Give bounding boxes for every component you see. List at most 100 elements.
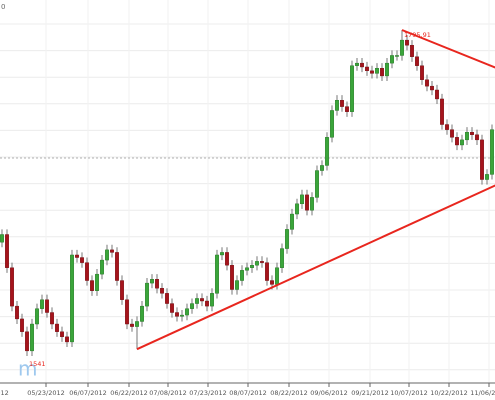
candle-body <box>235 280 239 290</box>
candle-body <box>255 261 259 266</box>
candle-body <box>490 129 494 175</box>
candle-body <box>95 273 99 291</box>
candle-body <box>260 261 264 263</box>
candle-body <box>270 280 274 285</box>
candle-body <box>120 280 124 300</box>
candle-body <box>65 336 69 343</box>
candle-body <box>425 79 429 87</box>
x-tick-label: 06/22/2012 <box>110 389 147 397</box>
candle-body <box>5 234 9 268</box>
candle-body <box>75 254 79 258</box>
watermark: m <box>18 357 37 381</box>
candle-body <box>190 303 194 309</box>
corner-text: 0 <box>1 3 5 11</box>
x-tick-label: 05/23/2012 <box>27 389 64 397</box>
candle-body <box>155 279 159 289</box>
candle-body <box>300 194 304 205</box>
candle-body <box>295 203 299 215</box>
candle-body <box>90 280 94 291</box>
candle-body <box>355 62 359 66</box>
candle-body <box>185 308 189 316</box>
candle-body <box>15 305 19 320</box>
candle-body <box>145 282 149 307</box>
candle-body <box>20 318 24 332</box>
x-tick-label: 11/06/2012 <box>470 389 495 397</box>
candle-body <box>250 264 254 268</box>
candle-body <box>135 321 139 327</box>
candle-body <box>330 110 334 138</box>
candle-body <box>325 137 329 166</box>
candle-body <box>360 62 364 68</box>
candle-body <box>80 257 84 263</box>
candle-body <box>25 331 29 352</box>
candle-body <box>245 267 249 271</box>
candle-body <box>220 252 224 256</box>
candle-body <box>430 85 434 91</box>
candle-body <box>470 131 474 135</box>
candle-body <box>475 134 479 141</box>
candle-body <box>320 165 324 171</box>
candle-body <box>45 299 49 313</box>
x-tick-label: 07/08/2012 <box>149 389 186 397</box>
candle-body <box>370 70 374 74</box>
candle-body <box>140 305 144 322</box>
candle-body <box>55 323 59 332</box>
candle-body <box>485 174 489 180</box>
candle-body <box>335 100 339 111</box>
candle-body <box>315 170 319 198</box>
candle-body <box>385 62 389 77</box>
candle-body <box>390 55 394 64</box>
x-tick-label: 10/07/2012 <box>390 389 427 397</box>
candle-body <box>105 249 109 261</box>
candle-body <box>435 89 439 100</box>
candle-body <box>200 298 204 302</box>
x-tick-label: 07/23/2012 <box>189 389 226 397</box>
candle-body <box>130 323 134 327</box>
x-tick-label: 05/08/2012 <box>0 389 9 397</box>
candle-body <box>115 252 119 281</box>
x-tick-label: 08/07/2012 <box>229 389 266 397</box>
candle-body <box>60 331 64 338</box>
candle-body <box>415 56 419 66</box>
candle-body <box>395 55 399 57</box>
candle-body <box>285 229 289 249</box>
candle-body <box>70 254 74 343</box>
candle-body <box>205 300 209 307</box>
candle-body <box>480 139 484 180</box>
candle-body <box>150 279 154 284</box>
candle-body <box>160 288 164 294</box>
candle-body <box>165 293 169 304</box>
candle-body <box>0 234 4 243</box>
candle-body <box>210 293 214 307</box>
x-tick-label: 06/07/2012 <box>69 389 106 397</box>
candle-body <box>275 267 279 285</box>
candle-body <box>420 65 424 80</box>
candle-body <box>340 100 344 107</box>
x-tick-label: 08/22/2012 <box>270 389 307 397</box>
candle-body <box>125 299 129 325</box>
x-tick-label: 09/06/2012 <box>310 389 347 397</box>
trendline <box>401 29 495 69</box>
candle-body <box>85 262 89 281</box>
candle-body <box>175 312 179 317</box>
candle-body <box>265 262 269 281</box>
candle-body <box>240 270 244 281</box>
candle-body <box>310 197 314 211</box>
candle-body <box>405 39 409 46</box>
candle-body <box>375 68 379 74</box>
candle-body <box>230 264 234 290</box>
candle-body <box>180 314 184 317</box>
candle-body <box>350 65 354 112</box>
candle-body <box>110 249 114 253</box>
candle-body <box>440 98 444 125</box>
x-tick-label: 10/22/2012 <box>430 389 467 397</box>
candle-body <box>380 68 384 77</box>
candle-body <box>40 299 44 309</box>
candle-body <box>455 137 459 146</box>
candle-body <box>195 298 199 304</box>
candle-body <box>400 39 404 56</box>
candle-body <box>35 308 39 325</box>
candle-body <box>30 323 34 352</box>
candle-body <box>10 267 14 307</box>
